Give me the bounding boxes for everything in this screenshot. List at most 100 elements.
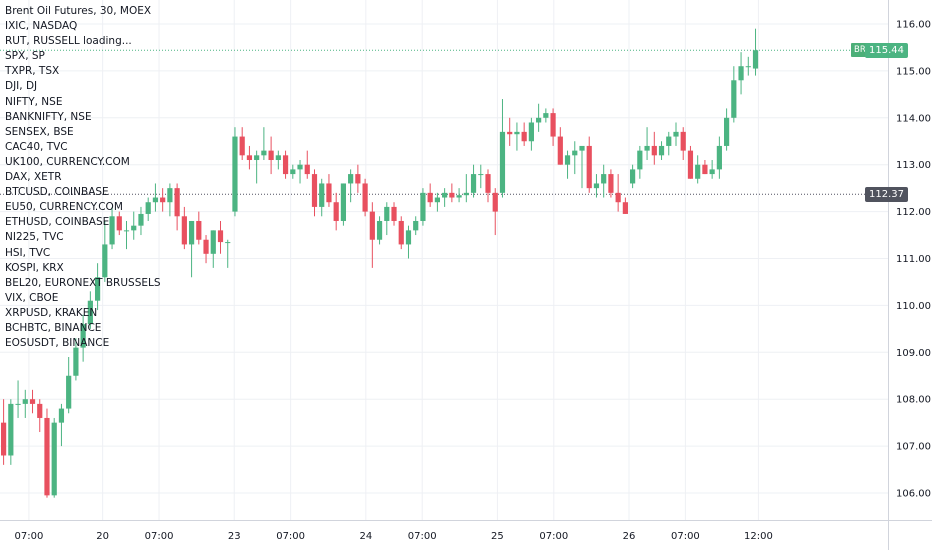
y-tick-label: 109.00 [896,348,931,359]
chart-legend: Brent Oil Futures, 30, MOEX IXIC, NASDAQ… [5,4,161,349]
x-tick-label: 07:00 [14,531,43,542]
legend-symbol[interactable]: TXPR, TSX [5,65,60,78]
candle-body [188,220,195,245]
candle-body [29,399,36,404]
y-tick-label: 115.00 [896,66,931,77]
legend-symbol[interactable]: NI225, TVC [5,231,64,244]
candle-body [131,225,137,231]
legend-symbol[interactable]: SENSEX, BSE [5,125,74,138]
legend-symbol[interactable]: KOSPI, KRX [5,261,64,274]
candle-body [116,216,122,231]
legend-symbol[interactable]: NIFTY, NSE [5,95,63,108]
candle-body [254,155,260,161]
candle-body [246,155,253,161]
candle-body [87,300,93,325]
candle-body [536,117,542,123]
candle-body [94,277,101,301]
candle-body [449,192,455,198]
candle-body [738,66,744,81]
legend-symbol[interactable]: IXIC, NASDAQ [5,20,78,33]
candle-body [745,66,751,68]
legend-symbol[interactable]: BTCUSD, COINBASE [5,186,109,199]
candle-body [485,174,491,193]
legend-symbol[interactable]: RUT, RUSSELL loading... [5,35,132,48]
legend-symbol[interactable]: SPX, SP [5,50,45,63]
candle-body [673,131,679,137]
x-tick-label: 26 [623,531,636,542]
candle-body [138,213,144,226]
y-tick-label: 110.00 [896,301,931,312]
x-tick-label: 24 [359,531,372,542]
candle-body [102,244,108,278]
legend-symbol[interactable]: HSI, TVC [5,246,51,259]
candle-body [80,324,86,348]
legend-symbol[interactable]: VIX, CBOE [5,291,59,304]
candle-body [637,150,643,170]
x-tick-label: 25 [491,531,504,542]
x-tick-label: 20 [96,531,109,542]
candle-body [434,197,440,203]
x-tick-label: 23 [228,531,241,542]
candle-body [716,145,722,170]
candle-body [572,150,578,156]
candle-body [420,192,426,221]
legend-symbol[interactable]: UK100, CURRENCY.COM [5,155,130,168]
candle-body [160,197,166,203]
candle-body [217,230,224,243]
candle-body [232,136,238,212]
candle-body [492,192,498,212]
candle-body [586,145,592,189]
candle-body [333,202,339,221]
legend-symbol[interactable]: EOSUSDT, BINANCE [5,337,110,350]
candle-body [478,174,484,176]
candle-body [651,145,657,156]
candle-body [731,80,737,118]
last-price-label: 115.44 [865,42,908,58]
legend-symbol[interactable]: DJI, DJ [5,80,38,93]
legend-symbol[interactable]: BCHBTC, BINANCE [5,321,102,334]
candle-body [167,188,173,203]
candle-body [456,195,462,198]
candle-body [362,183,368,212]
x-tick-label: 07:00 [276,531,305,542]
legend-symbol[interactable]: BANKNIFTY, NSE [5,110,92,123]
legend-symbol[interactable]: XRPUSD, KRAKEN [5,306,98,319]
x-tick-label: 12:00 [744,531,773,542]
candle-body [152,197,159,203]
candle-body [695,164,701,179]
candle-body [499,131,506,193]
x-tick-label: 07:00 [145,531,174,542]
candle-body [601,174,607,184]
candle-body [470,174,477,193]
crosshair-price-label: 112.37 [865,186,908,202]
candle-body [275,155,281,161]
candle-body [290,169,296,175]
legend-symbol[interactable]: DAX, XETR [5,171,62,184]
candle-body [348,174,354,184]
legend-symbol[interactable]: ETHUSD, COINBASE [5,216,110,229]
candle-body [528,122,534,142]
candle-body [550,113,556,137]
legend-symbol[interactable]: BEL20, EURONEXT BRUSSELS [5,276,161,289]
candle-body [282,155,289,175]
candle-body [680,131,686,151]
candle-body [340,183,347,221]
x-tick-label: 07:00 [671,531,700,542]
legend-symbol[interactable]: EU50, CURRENCY.COM [5,201,123,214]
candle-body [463,192,469,196]
candle-body [709,169,715,175]
candle-body [543,113,549,118]
x-tick-label: 07:00 [539,531,568,542]
candle-body [355,174,361,184]
candle-body [398,220,404,245]
candle-body [203,239,209,254]
candle-body [630,169,636,184]
legend-main-symbol: Brent Oil Futures, 30, MOEX [5,5,152,17]
candle-body [384,206,390,221]
candle-body [687,150,694,179]
candle-body [702,164,708,175]
candle-body [304,164,310,175]
legend-symbol[interactable]: CAC40, TVC [5,140,68,153]
legend-symbol-list: IXIC, NASDAQ RUT, RUSSELL loading... SPX, … [5,19,161,349]
